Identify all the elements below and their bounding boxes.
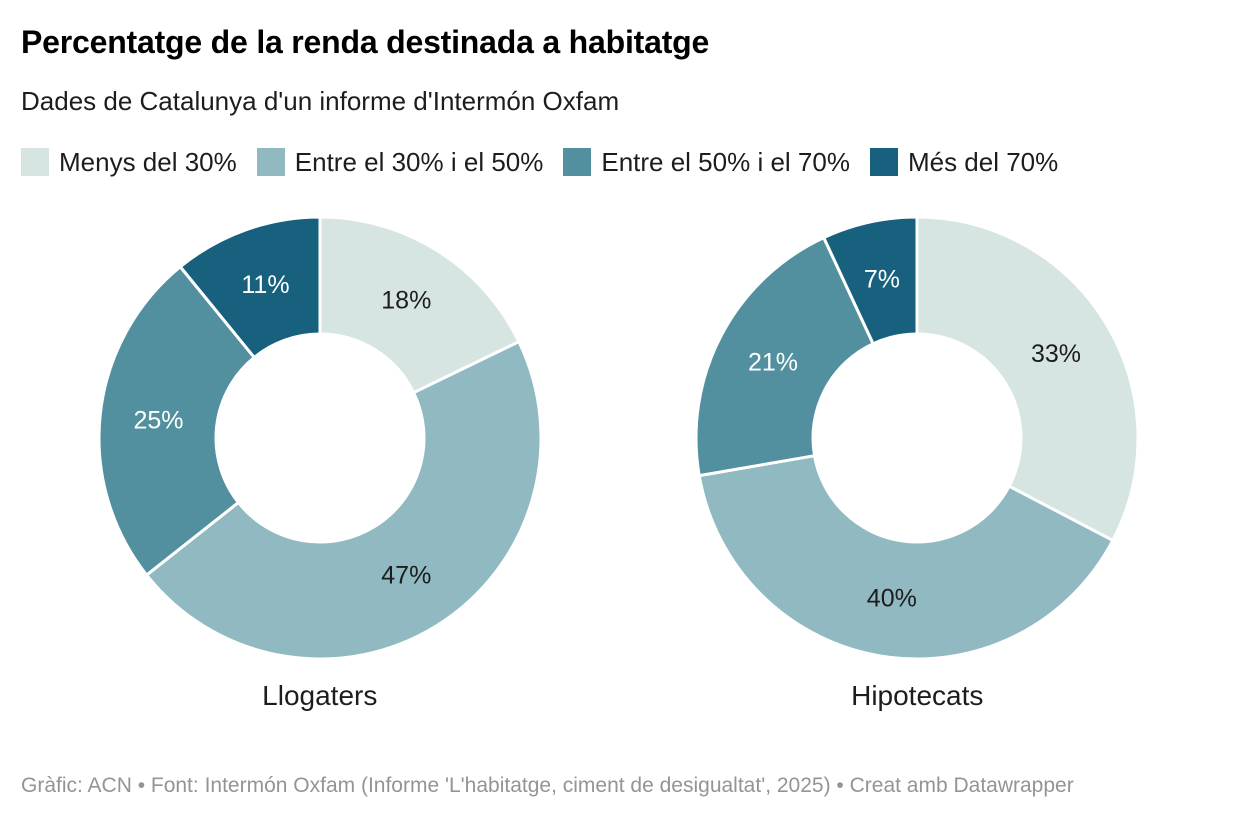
donut-caption-hipotecats: Hipotecats (851, 679, 984, 711)
legend-label: Més del 70% (907, 146, 1059, 177)
chart-subtitle: Dades de Catalunya d'un informe d'Interm… (21, 86, 620, 116)
donut-slice-label: 21% (748, 349, 798, 377)
donut-slice-label: 33% (1031, 340, 1081, 368)
legend-item-entre-50-70: Entre el 50% i el 70% (563, 147, 850, 178)
legend-label: Menys del 30% (59, 146, 237, 177)
donut-slice (318, 215, 521, 395)
donut-slice-label: 18% (381, 286, 431, 314)
donut-slice-label: 47% (381, 562, 431, 590)
chart-title: Percentatge de la renda destinada a habi… (21, 24, 710, 60)
donut-svg-llogaters: 18% 47% 25% 11% (97, 215, 542, 660)
donut-slice-label: 11% (241, 271, 289, 299)
donut-slice-label: 25% (133, 406, 183, 434)
donut-slice (144, 340, 542, 660)
legend-label: Entre el 30% i el 50% (294, 146, 544, 177)
donut-chart-llogaters: 18% 47% 25% 11% Llogaters (21, 215, 619, 712)
donut-slice (178, 215, 322, 359)
legend-item-menys-del-30: Menys del 30% (21, 147, 237, 178)
donut-slice-label: 40% (867, 584, 917, 612)
donut-chart-hipotecats: 33% 40% 21% 7% Hipotecats (619, 215, 1217, 712)
donut-slice (915, 215, 1140, 542)
donut-slice (697, 454, 1115, 660)
legend-swatch (563, 148, 592, 177)
donut-slice-label: 7% (864, 265, 900, 293)
donut-caption-llogaters: Llogaters (262, 679, 378, 711)
donut-slice (695, 236, 875, 478)
donut-slice (97, 265, 256, 577)
chart-footer: Gràfic: ACN • Font: Intermón Oxfam (Info… (21, 773, 1074, 797)
legend-item-entre-30-50: Entre el 30% i el 50% (256, 146, 544, 178)
legend-item-mes-del-70: Més del 70% (869, 146, 1059, 178)
legend: Menys del 30% Entre el 30% i el 50% Entr… (21, 147, 1216, 178)
legend-label: Entre el 50% i el 70% (601, 146, 850, 177)
legend-swatch (21, 148, 49, 177)
charts-area: 18% 47% 25% 11% Llogaters 33% 40% 21% 7% Hipot… (21, 215, 1217, 712)
legend-swatch (256, 148, 285, 177)
legend-swatch (869, 148, 898, 177)
donut-svg-hipotecats: 33% 40% 21% 7% (695, 215, 1140, 660)
donut-slice (822, 215, 919, 346)
